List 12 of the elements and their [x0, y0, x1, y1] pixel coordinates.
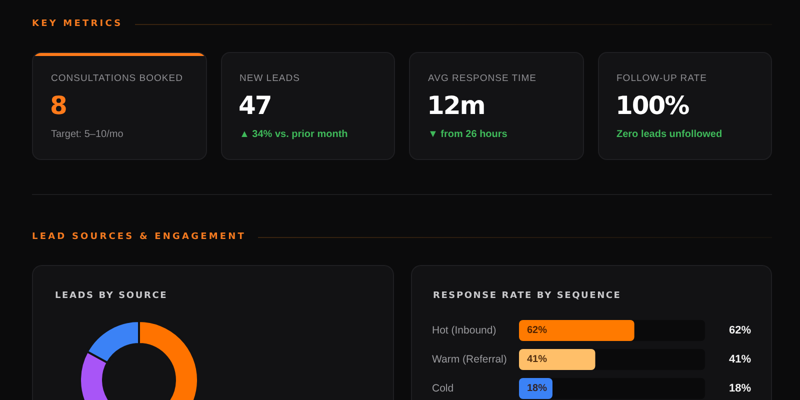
chart-title: LEADS BY SOURCE: [55, 290, 168, 302]
y-tick-label: Hot (Inbound): [432, 324, 496, 336]
y-tick-label: Warm (Referral): [432, 354, 507, 366]
text: 41%: [728, 354, 751, 366]
chart-title: RESPONSE RATE BY SEQUENCE: [433, 290, 622, 302]
text: LEAD SOURCES & ENGAGEMENT: [32, 232, 246, 242]
text: 62%: [728, 324, 751, 336]
y-tick-label: Cold: [432, 382, 454, 394]
data-label: 18%: [527, 383, 548, 394]
text: 18%: [728, 382, 751, 394]
data-label: 62%: [527, 325, 548, 336]
data-label: 41%: [527, 354, 548, 365]
